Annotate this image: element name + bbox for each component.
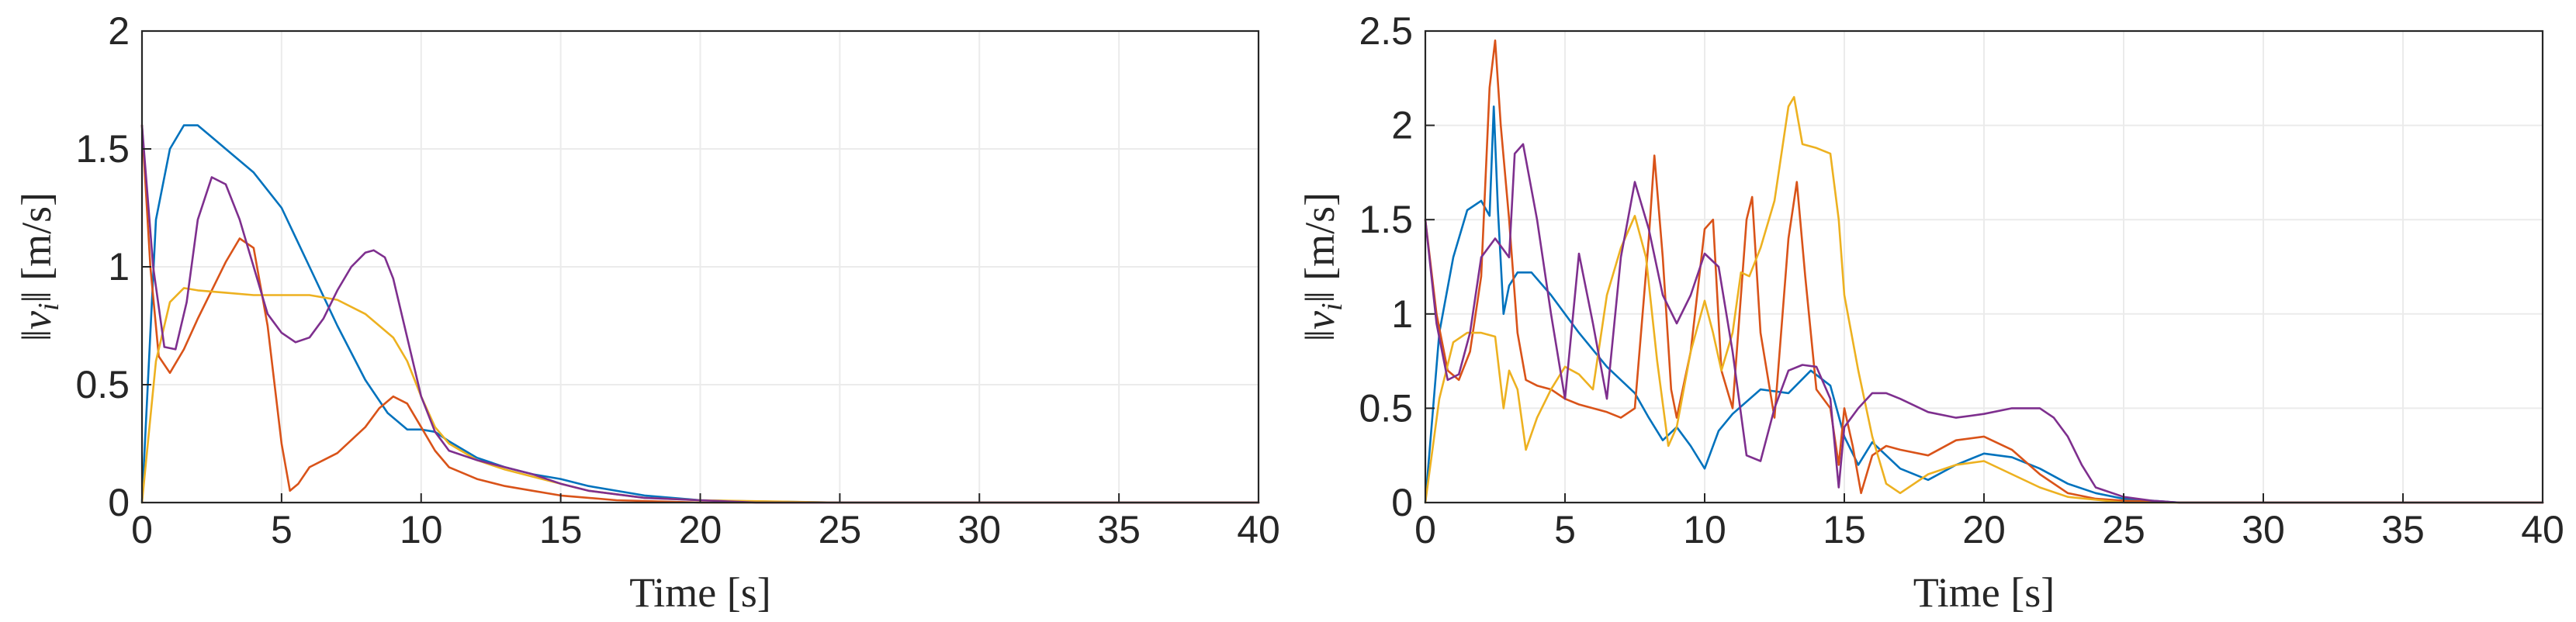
right-x-tick-label: 30 xyxy=(2242,508,2285,551)
right-x-tick-label: 40 xyxy=(2521,508,2564,551)
right-series-3-line xyxy=(1424,95,2544,504)
left-y-axis-label: ‖vi‖ [m/s] xyxy=(13,192,65,341)
left-x-tick-label: 35 xyxy=(1097,508,1141,551)
left-y-tick-label: 1 xyxy=(108,245,130,289)
right-y-tick-label: 1 xyxy=(1391,292,1413,336)
right-series-4-line xyxy=(1424,143,2544,504)
left-chart: 0 5 10 15 20 25 30 35 40 0 0.5 1 1.5 2 Time [s] ‖vi‖ [m… xyxy=(13,9,1280,616)
right-x-tick-label: 20 xyxy=(1962,508,2006,551)
right-x-axis-label: Time [s] xyxy=(1913,569,2055,616)
right-y-tick-label: 2.5 xyxy=(1359,9,1413,53)
right-y-tick-label: 2 xyxy=(1391,104,1413,147)
right-x-tick-label: 10 xyxy=(1683,508,1726,551)
left-x-tick-label: 30 xyxy=(957,508,1001,551)
left-y-tick-label: 0.5 xyxy=(75,363,130,406)
right-x-tick-label: 35 xyxy=(2381,508,2425,551)
left-y-tick-label: 0 xyxy=(108,481,130,524)
right-y-tick-label: 0.5 xyxy=(1359,386,1413,430)
left-x-tick-label: 0 xyxy=(131,508,153,551)
right-y-tick-label: 1.5 xyxy=(1359,198,1413,241)
right-y-axis-label: ‖vi‖ [m/s] xyxy=(1297,192,1349,341)
right-chart: 0 5 10 15 20 25 30 35 40 0 0.5 1 1.5 2 2.5 Time [s] ‖vi‖… xyxy=(1297,9,2564,616)
left-x-tick-label: 10 xyxy=(400,508,443,551)
left-x-tick-label: 20 xyxy=(679,508,722,551)
left-x-tick-label: 25 xyxy=(819,508,862,551)
left-x-tick-label: 5 xyxy=(271,508,293,551)
right-y-tick-label: 0 xyxy=(1391,481,1413,524)
left-x-axis-label: Time [s] xyxy=(629,569,771,616)
right-x-tick-label: 0 xyxy=(1414,508,1436,551)
left-series-1-line xyxy=(140,124,1260,504)
right-x-tick-label: 15 xyxy=(1823,508,1866,551)
right-series-1-line xyxy=(1424,105,2544,504)
left-series-2-line xyxy=(140,124,1260,504)
right-x-tick-label: 5 xyxy=(1554,508,1576,551)
left-y-tick-label: 1.5 xyxy=(75,127,130,171)
left-x-tick-label: 15 xyxy=(539,508,583,551)
left-x-tick-label: 40 xyxy=(1237,508,1280,551)
left-series-4-line xyxy=(140,124,1260,504)
right-x-tick-label: 25 xyxy=(2102,508,2145,551)
left-y-tick-label: 2 xyxy=(108,9,130,53)
